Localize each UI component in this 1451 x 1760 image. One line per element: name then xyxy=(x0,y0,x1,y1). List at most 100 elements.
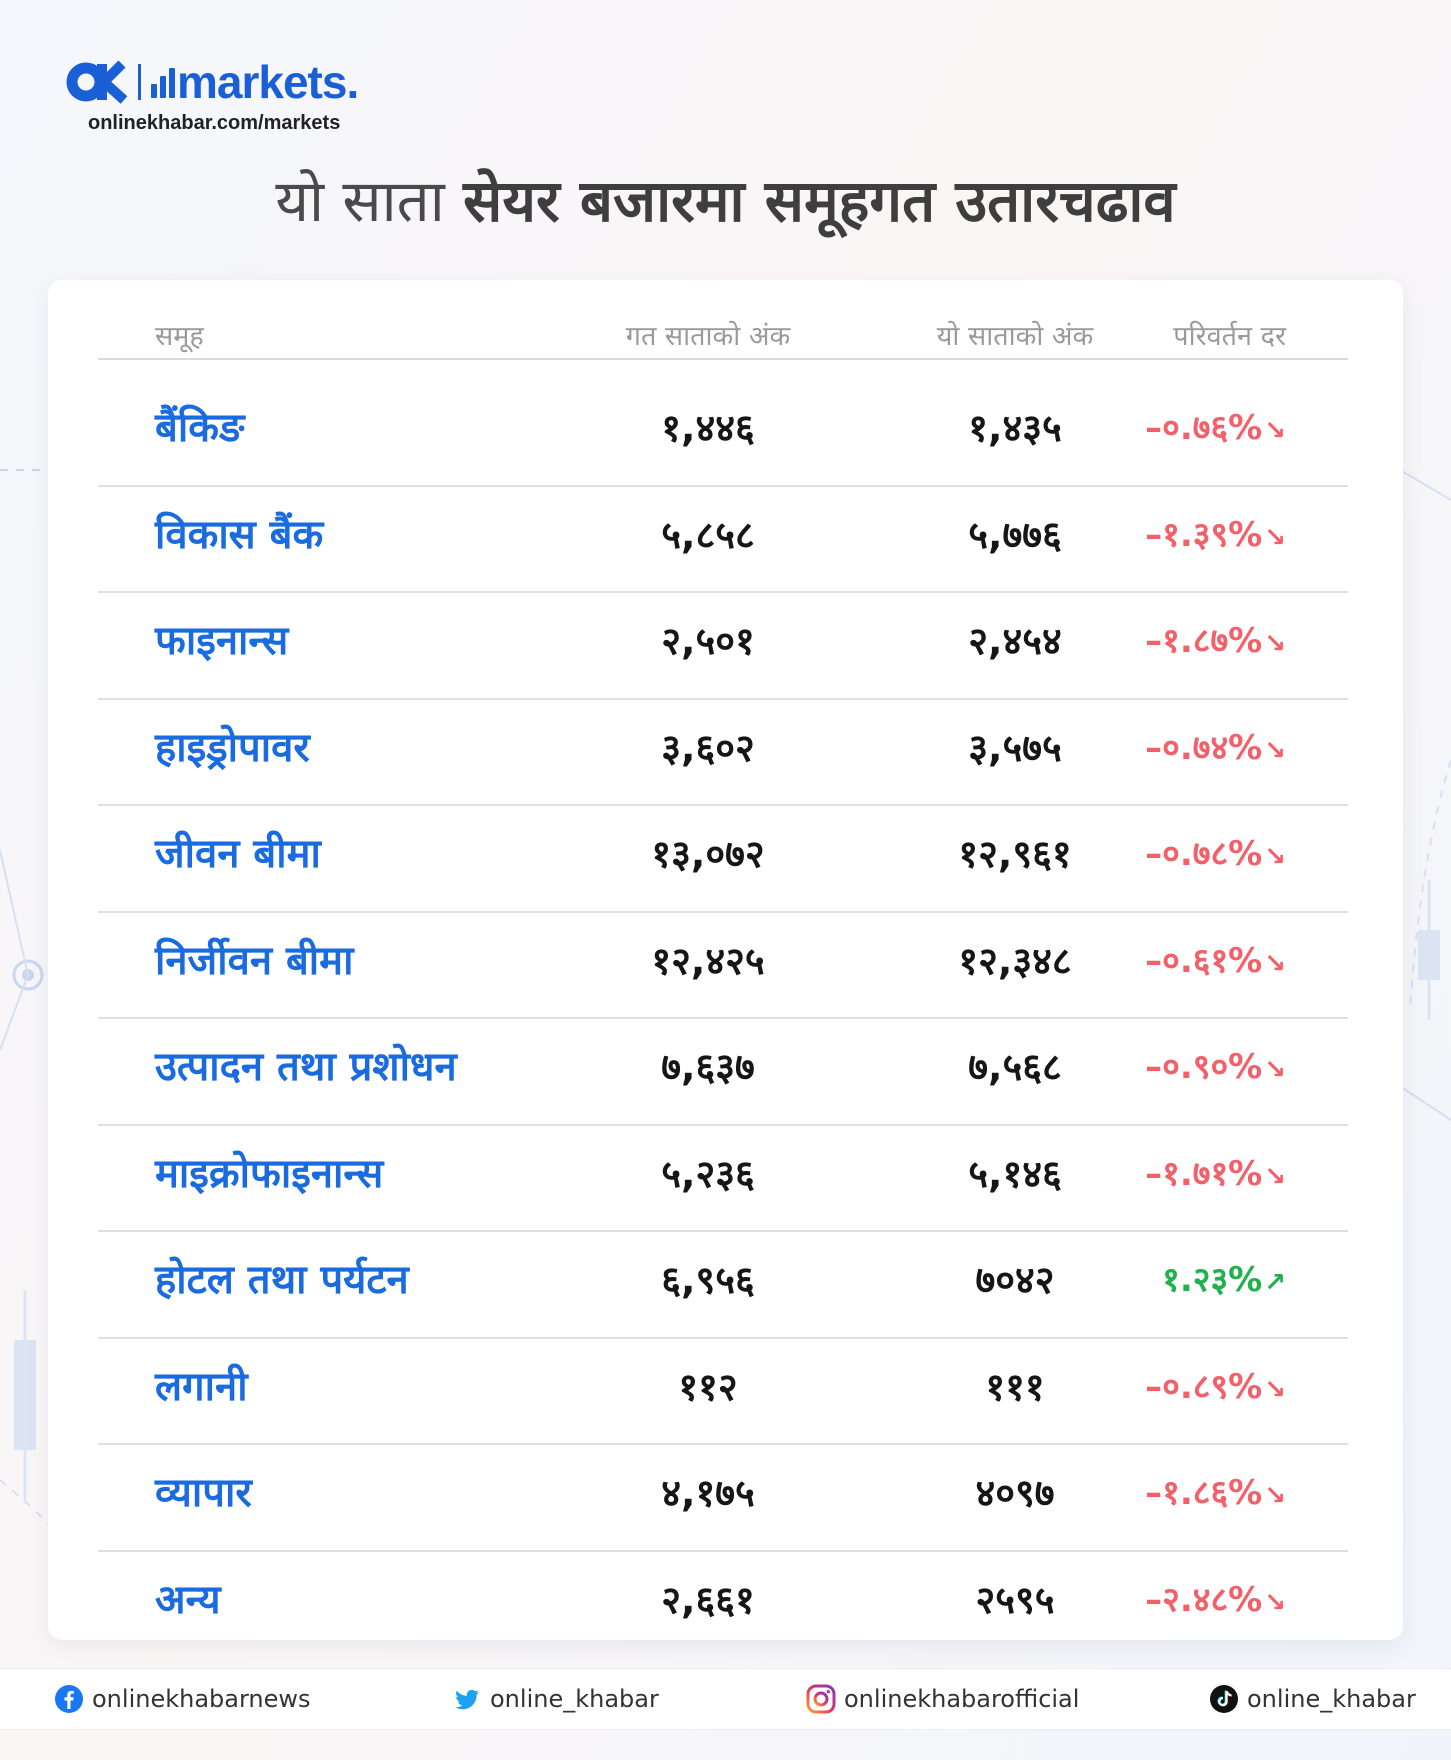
brand-logo[interactable]: markets. onlinekhabar.com/markets xyxy=(66,58,359,135)
this-week-index: ४०९७ xyxy=(975,1471,1055,1515)
change-value: –०.६१% xyxy=(1145,940,1263,981)
facebook-link[interactable]: onlinekhabarnews xyxy=(54,1681,311,1717)
change-value: १.२३% xyxy=(1162,1260,1263,1300)
group-name: फाइनान्स xyxy=(155,618,289,664)
table-row: जीवन बीमा १३,०७२ १२,९६१ –०.७८%↘ xyxy=(98,806,1348,913)
this-week-index: ७,५६८ xyxy=(968,1045,1062,1089)
index-table-card: समूह गत साताको अंक यो साताको अंक परिवर्त… xyxy=(48,280,1403,1640)
page-title: यो साता सेयर बजारमा समूहगत उतारचढाव xyxy=(0,167,1451,235)
group-name: माइक्रोफाइनान्स xyxy=(155,1150,384,1197)
table-row: बैंकिङ १,४४६ १,४३५ –०.७६%↘ xyxy=(98,380,1348,487)
twitter-icon xyxy=(455,1689,479,1710)
this-week-index: १२,९६१ xyxy=(958,832,1072,876)
change-value: –१.३९% xyxy=(1145,514,1263,555)
arrow-down-right-icon: ↘ xyxy=(1264,629,1286,659)
last-week-index: १,४४६ xyxy=(661,406,755,450)
instagram-icon xyxy=(806,1684,836,1714)
arrow-down-right-icon: ↘ xyxy=(1264,1161,1286,1192)
change-value: –१.७१% xyxy=(1145,1153,1263,1194)
title-bold: सेयर बजारमा समूहगत उतारचढाव xyxy=(463,167,1176,235)
last-week-index: ११२ xyxy=(678,1364,738,1409)
twitter-handle: online_khabar xyxy=(490,1685,659,1713)
group-name: हाइड्रोपावर xyxy=(155,724,310,771)
change-rate: –०.७६%↘ xyxy=(1145,380,1286,476)
table-row: निर्जीवन बीमा १२,४२५ १२,३४८ –०.६१%↘ xyxy=(98,913,1348,1019)
this-week-index: २,४५४ xyxy=(968,619,1062,663)
title-light: यो साता xyxy=(275,167,445,235)
header-group: समूह xyxy=(155,321,204,352)
group-name: विकास बैंक xyxy=(155,511,324,558)
change-rate: –०.७४%↘ xyxy=(1145,700,1286,796)
table-row: उत्पादन तथा प्रशोधन ७,६३७ ७,५६८ –०.९०%↘ xyxy=(98,1019,1348,1126)
change-rate: –०.९०%↘ xyxy=(1145,1019,1286,1115)
table-row: माइक्रोफाइनान्स ५,२३६ ५,१४६ –१.७१%↘ xyxy=(98,1126,1348,1232)
arrow-down-right-icon: ↘ xyxy=(1264,416,1286,446)
this-week-index: २५९५ xyxy=(975,1577,1055,1622)
group-name: होटल तथा पर्यटन xyxy=(155,1257,409,1303)
last-week-index: २,५०१ xyxy=(661,619,755,663)
last-week-index: २,६६१ xyxy=(661,1577,755,1622)
table-row: हाइड्रोपावर ३,६०२ ३,५७५ –०.७४%↘ xyxy=(98,700,1348,806)
table-row: व्यापार ४,१७५ ४०९७ –१.८६%↘ xyxy=(98,1445,1348,1552)
change-value: –०.७६% xyxy=(1145,408,1263,448)
group-name: लगानी xyxy=(155,1363,248,1410)
group-name: अन्य xyxy=(155,1576,221,1623)
instagram-handle: onlinekhabarofficial xyxy=(844,1685,1080,1713)
arrow-down-right-icon: ↘ xyxy=(1264,522,1286,553)
this-week-index: ३,५७५ xyxy=(968,725,1062,770)
this-week-index: १,४३५ xyxy=(968,406,1062,450)
last-week-index: ५,८५८ xyxy=(661,512,755,557)
header-change: परिवर्तन दर xyxy=(1173,321,1286,352)
group-name: व्यापार xyxy=(155,1470,252,1516)
change-rate: –०.६१%↘ xyxy=(1145,913,1286,1009)
this-week-index: ५,७७६ xyxy=(968,512,1062,557)
last-week-index: ६,९५६ xyxy=(661,1258,755,1302)
change-rate: –१.७१%↘ xyxy=(1145,1126,1286,1222)
arrow-down-right-icon: ↘ xyxy=(1264,1587,1286,1618)
table-row: लगानी ११२ १११ –०.८९%↘ xyxy=(98,1339,1348,1445)
arrow-up-right-icon: ↗ xyxy=(1264,1268,1286,1298)
change-value: –०.७४% xyxy=(1145,727,1263,768)
change-rate: –२.४८%↘ xyxy=(1145,1552,1286,1648)
group-name: निर्जीवन बीमा xyxy=(155,937,354,984)
arrow-down-right-icon: ↘ xyxy=(1264,948,1286,979)
table-row: फाइनान्स २,५०१ २,४५४ –१.८७%↘ xyxy=(98,593,1348,700)
change-value: –०.८९% xyxy=(1145,1366,1263,1407)
last-week-index: ४,१७५ xyxy=(661,1471,755,1515)
change-value: –२.४८% xyxy=(1145,1579,1263,1620)
tiktok-handle: online_khabar xyxy=(1247,1685,1416,1713)
group-name: जीवन बीमा xyxy=(155,831,321,877)
table-row: विकास बैंक ५,८५८ ५,७७६ –१.३९%↘ xyxy=(98,487,1348,593)
social-footer: onlinekhabarnews online_khabar onlinekha… xyxy=(0,1668,1451,1730)
this-week-index: ५,१४६ xyxy=(968,1151,1062,1196)
arrow-down-right-icon: ↘ xyxy=(1264,1481,1286,1511)
last-week-index: ७,६३७ xyxy=(661,1045,755,1089)
change-value: –१.८६% xyxy=(1145,1473,1263,1513)
change-rate: –०.८९%↘ xyxy=(1145,1339,1286,1435)
table-header: समूह गत साताको अंक यो साताको अंक परिवर्त… xyxy=(98,316,1348,360)
arrow-down-right-icon: ↘ xyxy=(1264,1374,1286,1405)
table-body: बैंकिङ १,४४६ १,४३५ –०.७६%↘ विकास बैंक ५,८५८ ५,… xyxy=(98,380,1348,1656)
arrow-down-right-icon: ↘ xyxy=(1264,842,1286,872)
facebook-handle: onlinekhabarnews xyxy=(92,1685,311,1713)
header-this-week: यो साताको अंक xyxy=(936,321,1094,352)
facebook-icon xyxy=(55,1685,83,1713)
brand-url: onlinekhabar.com/markets xyxy=(88,112,341,134)
twitter-link[interactable]: online_khabar xyxy=(452,1681,659,1717)
last-week-index: १३,०७२ xyxy=(651,832,765,876)
arrow-down-right-icon: ↘ xyxy=(1264,1055,1286,1085)
group-name: उत्पादन तथा प्रशोधन xyxy=(155,1044,457,1090)
logo-separator xyxy=(138,64,141,100)
last-week-index: ३,६०२ xyxy=(661,725,755,770)
arrow-down-right-icon: ↘ xyxy=(1264,735,1286,766)
change-value: –०.९०% xyxy=(1145,1047,1263,1087)
header-last-week: गत साताको अंक xyxy=(625,321,791,352)
change-rate: –१.८७%↘ xyxy=(1145,593,1286,689)
tiktok-link[interactable]: online_khabar xyxy=(1209,1681,1416,1717)
this-week-index: १११ xyxy=(985,1364,1045,1409)
last-week-index: १२,४२५ xyxy=(651,938,765,983)
bar-chart-icon xyxy=(151,66,175,98)
last-week-index: ५,२३६ xyxy=(661,1151,755,1196)
instagram-link[interactable]: onlinekhabarofficial xyxy=(806,1681,1079,1717)
group-name: बैंकिङ xyxy=(155,405,245,451)
